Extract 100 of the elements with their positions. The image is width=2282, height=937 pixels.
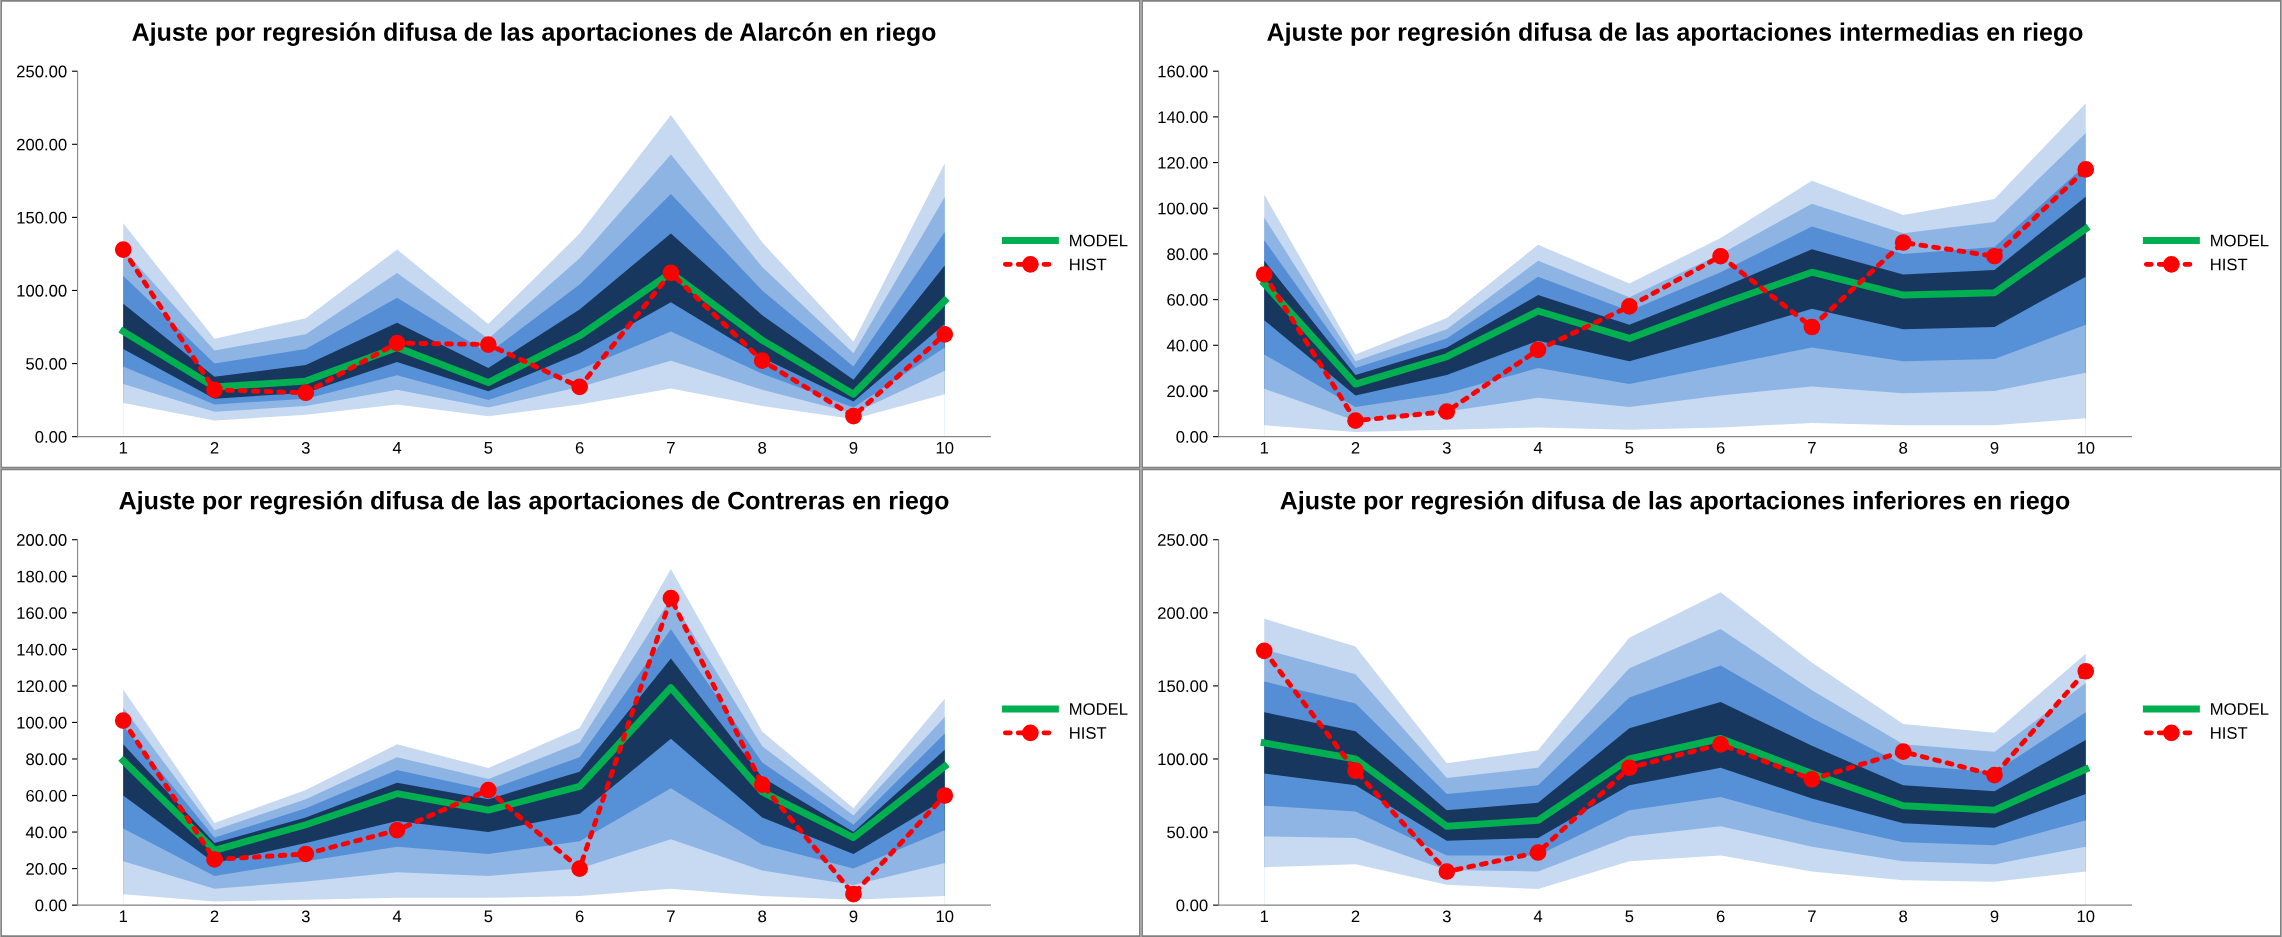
y-tick-label: 0.00 [35,899,67,912]
point [1894,234,1912,251]
x-tick-label: 8 [758,441,767,454]
point [297,384,315,402]
legend-label: MODEL [2211,703,2269,715]
y-tick-label: 200.00 [17,534,67,546]
y-tick-label: 0.00 [1176,899,1208,912]
x-tick-label: 7 [667,442,675,454]
legend-label: HIST [2211,727,2248,739]
x-tick-label: 4 [1533,442,1543,454]
y-tick-label: 120.00 [17,680,67,693]
point [1712,736,1729,753]
y-tick-label: 20.00 [26,863,67,875]
x-tick-label: 8 [1899,910,1908,923]
y-tick-label: 100.00 [1158,753,1208,766]
x-tick-label: 6 [575,910,584,923]
point [936,325,954,343]
x-tick-label: 5 [484,910,493,923]
point [662,264,680,282]
x-tick-label: 6 [575,441,584,454]
point [2077,161,2095,178]
y-tick-label: 80.00 [1167,248,1208,261]
point [297,845,315,863]
point [206,381,223,399]
point [1712,247,1729,265]
point [1621,298,1638,315]
y-tick-label: 200.00 [1158,607,1208,619]
y-tick-label: 50.00 [26,357,67,370]
y-tick-label: 160.00 [1158,65,1208,78]
point [1803,318,1821,336]
y-tick-label: 200.00 [17,138,67,151]
point [845,407,862,425]
point [571,378,588,396]
y-tick-label: 100.00 [17,716,67,729]
y-tick-label: 150.00 [1158,680,1208,693]
point [1986,766,2003,784]
y-tick-label: 80.00 [26,753,67,766]
point [1803,771,1821,788]
legend-label: MODEL [1070,703,1128,715]
point [114,241,132,258]
chart-title: Ajuste por regresión difusa de las aportaciones inferiores en riego [1280,490,2070,515]
point [1621,759,1638,777]
y-tick-label: 60.00 [1167,294,1208,306]
point [1986,247,2003,265]
chart-title: Ajuste por regresión difusa de las aportaciones de Alarcón en riego [132,22,936,46]
point [206,851,223,868]
legend-label: MODEL [2211,234,2269,247]
point [1347,762,1364,779]
y-tick-label: 180.00 [17,570,67,583]
point [1894,743,1912,760]
x-tick-label: 10 [2077,910,2095,923]
point [388,334,406,352]
x-tick-label: 9 [1990,910,1999,923]
x-tick-label: 3 [1442,910,1451,923]
point [1255,642,1273,660]
x-tick-label: 7 [1808,442,1816,454]
point [480,781,497,799]
x-tick-label: 4 [392,910,402,923]
x-tick-label: 2 [210,441,219,454]
x-tick-label: 2 [1351,441,1360,454]
x-tick-label: 3 [1442,441,1451,454]
x-tick-label: 1 [119,910,128,923]
chart-title: Ajuste por regresión difusa de las aportaciones de Contreras en riego [119,490,949,515]
x-tick-label: 4 [392,442,402,454]
x-tick-label: 2 [210,910,219,923]
chart-title: Ajuste por regresión difusa de las aportaciones intermedias en riego [1267,22,2083,46]
y-tick-label: 40.00 [25,826,67,839]
x-tick-label: 5 [1625,442,1634,454]
x-tick-label: 1 [119,442,128,454]
y-tick-label: 140.00 [17,643,67,656]
x-tick-label: 3 [301,441,310,454]
x-tick-label: 5 [484,442,493,454]
point [1255,266,1273,283]
y-tick-label: 120.00 [1158,156,1208,169]
x-tick-label: 2 [1351,910,1360,923]
y-tick-label: 250.00 [1158,534,1208,546]
point [936,787,954,804]
x-tick-label: 10 [936,910,954,923]
x-tick-label: 4 [1533,910,1543,923]
x-tick-label: 9 [849,910,858,923]
y-tick-label: 100.00 [1158,202,1208,215]
point [662,589,680,607]
x-tick-label: 10 [936,441,954,454]
x-tick-label: 6 [1716,910,1725,923]
y-tick-label: 140.00 [1158,111,1208,124]
x-tick-label: 8 [758,910,767,923]
point [1529,844,1547,861]
y-tick-label: 150.00 [17,211,67,224]
point [845,885,862,903]
x-tick-label: 9 [849,441,858,454]
x-tick-label: 10 [2077,441,2095,454]
y-tick-label: 60.00 [26,789,67,802]
y-tick-label: 20.00 [1167,385,1208,398]
y-tick-label: 160.00 [17,607,67,619]
x-tick-label: 7 [1808,910,1816,923]
y-tick-label: 250.00 [17,65,67,78]
point [1438,863,1456,880]
legend-label: HIST [2211,258,2248,271]
x-tick-label: 7 [667,910,675,923]
x-tick-label: 1 [1260,442,1269,454]
